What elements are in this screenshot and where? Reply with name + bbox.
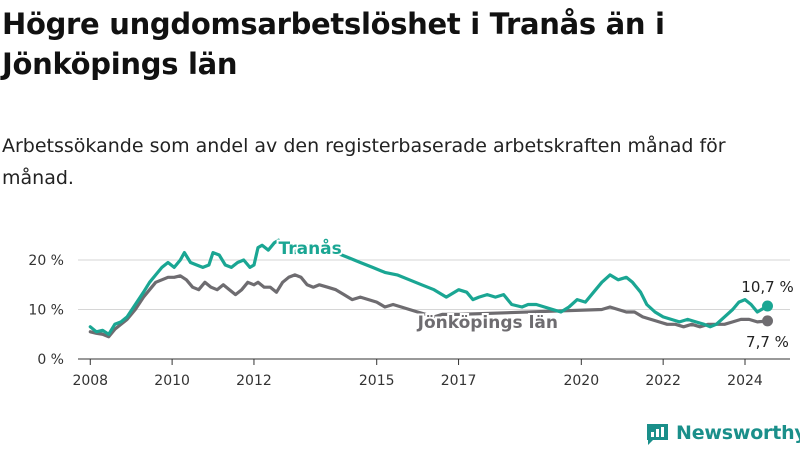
x-tick-label: 2022 [645, 373, 681, 389]
x-tick-label: 2024 [727, 373, 763, 389]
brand-name: Newsworthy [676, 422, 800, 444]
y-tick-label: 20 % [28, 253, 64, 269]
grid-layer [78, 259, 790, 360]
x-tick-label: 2020 [563, 373, 599, 389]
x-tick-label: 2012 [236, 373, 272, 389]
end-value-label: 7,7 % [746, 333, 789, 351]
series-line-tran-s [88, 238, 770, 336]
series-endpoint-tran-s [761, 300, 773, 312]
chart-title: Högre ungdomsarbetslöshet i Tranås än i … [2, 7, 665, 81]
end-value-label: 10,7 % [741, 278, 793, 296]
series-label-tran-s: Tranås [279, 237, 342, 259]
x-tick-label: 2017 [441, 373, 477, 389]
line-chart: 0 % 10 % 20 % 2008 2010 2012 2015 2017 2020 2022 2… [28, 235, 794, 389]
x-tick-label: 2010 [154, 373, 190, 389]
newsworthy-icon [647, 423, 668, 445]
newsworthy-logo[interactable]: Newsworthy [645, 418, 800, 448]
series-layer [88, 238, 773, 339]
label-layer: Tranås Jönköpings län 10,7 % 7,7 % [277, 235, 794, 351]
series-line-j-nk-pings-l-n [88, 273, 770, 339]
chart-subtitle: Arbetssökande som andel av den registerb… [2, 135, 726, 189]
y-tick-label: 0 % [37, 352, 64, 368]
x-tick-label: 2015 [359, 373, 395, 389]
x-tick-label: 2008 [72, 373, 108, 389]
y-tick-label: 10 % [28, 303, 64, 319]
axis-layer: 0 % 10 % 20 % 2008 2010 2012 2015 2017 2020 2022 2… [28, 253, 762, 389]
series-endpoint-j-nk-pings-l-n [761, 315, 773, 327]
series-label-j-nk-pings-l-n: Jönköpings län [417, 313, 558, 333]
